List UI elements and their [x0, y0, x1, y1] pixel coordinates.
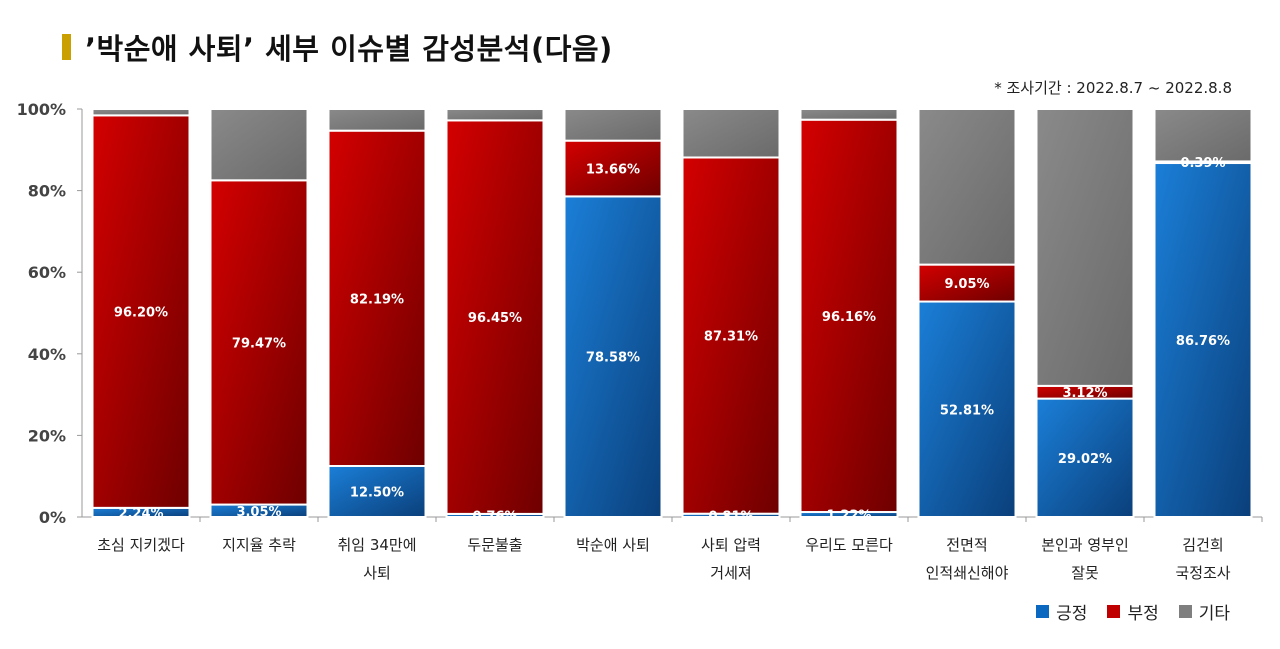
bar-segment-other [681, 108, 781, 159]
data-label-positive: 0.81% [708, 509, 753, 524]
bar-segment-other [799, 108, 899, 121]
data-label-negative: 0.39% [1180, 156, 1225, 171]
x-axis-category-label: 두문불출 [467, 536, 522, 554]
legend-label-positive: 긍정 [1056, 604, 1088, 624]
x-axis-category-label: 사퇴 [363, 564, 391, 582]
title-row: ’박순애 사퇴’ 세부 이슈별 감성분석(다음) [62, 26, 613, 68]
title-accent-bar [62, 34, 71, 60]
data-label-positive: 12.50% [350, 486, 404, 501]
y-axis-tick-label: 100% [17, 100, 66, 119]
data-label-negative: 3.12% [1062, 386, 1107, 401]
data-label-negative: 96.16% [822, 310, 876, 325]
bar-segment-other [917, 108, 1017, 266]
y-axis-tick-label: 0% [39, 508, 66, 527]
bar-segment-positive [1153, 162, 1253, 518]
data-label-negative: 96.45% [468, 311, 522, 326]
bar-segment-negative [209, 179, 309, 506]
bar-segment-positive [563, 195, 663, 519]
y-axis-tick-label: 80% [28, 182, 66, 201]
legend: 긍정 부정 기타 [1036, 599, 1230, 624]
y-axis-tick-label: 60% [28, 263, 66, 282]
bar-segment-other [209, 108, 309, 182]
data-label-positive: 86.76% [1176, 334, 1230, 349]
x-axis-category-label: 지지율 추락 [222, 536, 296, 554]
bar-segment-other [327, 108, 427, 132]
legend-item-negative: 부정 [1107, 599, 1159, 624]
data-label-positive: 1.22% [826, 509, 871, 524]
x-axis-category-label: 사퇴 압력 [701, 536, 761, 554]
bar-segment-other [1153, 108, 1253, 163]
bar-segment-positive [1035, 397, 1135, 518]
data-label-negative: 13.66% [586, 163, 640, 178]
x-axis-category-label: 초심 지키겠다 [97, 536, 185, 554]
bar-segment-negative [445, 119, 545, 515]
data-label-negative: 87.31% [704, 330, 758, 345]
data-label-negative: 9.05% [944, 277, 989, 292]
bar-segment-negative [91, 114, 191, 509]
data-label-negative: 79.47% [232, 336, 286, 351]
bar-segment-other [1035, 108, 1135, 387]
y-axis-tick-label: 40% [28, 345, 66, 364]
x-axis-category-label: 인적쇄신해야 [926, 564, 1009, 582]
bar-segment-positive [327, 465, 427, 518]
bar-segment-other [91, 108, 191, 117]
legend-item-other: 기타 [1178, 599, 1230, 624]
x-axis-category-label: 국정조사 [1175, 564, 1230, 582]
y-axis-tick-label: 20% [28, 426, 66, 445]
legend-label-other: 기타 [1198, 604, 1230, 624]
data-label-positive: 29.02% [1058, 452, 1112, 467]
bar-segment-negative [799, 118, 899, 514]
x-axis-category-label: 본인과 영부인 [1041, 536, 1129, 554]
legend-swatch-other [1178, 605, 1192, 618]
legend-swatch-negative [1107, 605, 1121, 618]
bar-segment-negative [563, 139, 663, 198]
x-axis-category-label: 김건희 [1182, 536, 1223, 554]
data-label-positive: 3.05% [236, 505, 281, 520]
x-axis-category-label: 전면적 [946, 536, 987, 554]
data-label-negative: 82.19% [350, 292, 404, 307]
bar-segment-other [445, 108, 545, 122]
data-label-positive: 52.81% [940, 403, 994, 418]
data-label-positive: 2.24% [118, 506, 163, 521]
x-axis-category-label: 박순애 사퇴 [576, 536, 650, 554]
bar-segment-other [563, 108, 663, 142]
legend-item-positive: 긍정 [1036, 599, 1087, 624]
x-axis-category-label: 잘못 [1071, 564, 1099, 582]
chart-title: ’박순애 사퇴’ 세부 이슈별 감성분석(다음) [85, 32, 613, 66]
legend-swatch-positive [1036, 605, 1050, 618]
x-axis-category-label: 취임 34만에 [337, 536, 416, 554]
legend-label-negative: 부정 [1127, 604, 1159, 624]
data-label-negative: 96.20% [114, 306, 168, 321]
survey-period: * 조사기간 : 2022.8.7 ~ 2022.8.8 [994, 79, 1232, 97]
stacked-bar-chart: 0% 20% 40% 60% 80% 100% 2.24% 96.20% 초심 지키겠다 3.05… [17, 100, 1263, 582]
x-axis-category-label: 거세져 [710, 564, 751, 582]
data-label-positive: 78.58% [586, 351, 640, 366]
data-label-positive: 0.76% [472, 509, 517, 524]
x-axis-category-label: 우리도 모른다 [805, 536, 893, 554]
